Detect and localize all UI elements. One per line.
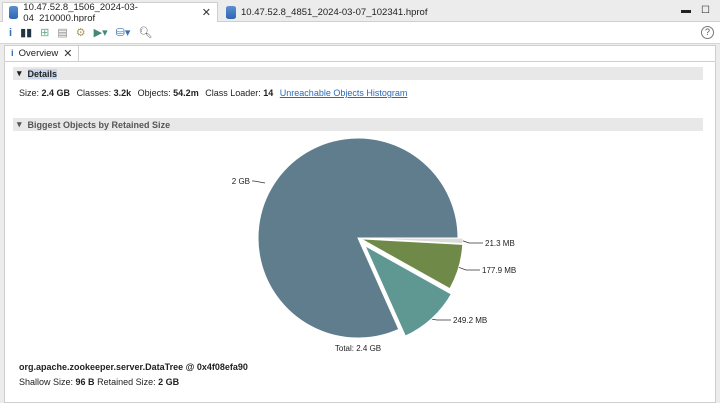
tab-label: 10.47.52.8_1506_2024-03-04_210000.hprof — [23, 1, 138, 24]
loader-label: Class Loader: — [205, 88, 261, 98]
leader-line — [252, 180, 266, 184]
dominator-tree-icon[interactable]: ⊞ — [40, 27, 50, 39]
run-report-icon[interactable]: ▶▾ — [93, 27, 108, 39]
unreachable-objects-link[interactable]: Unreachable Objects Histogram — [279, 88, 408, 98]
objects-value: 54.2m — [173, 88, 199, 98]
leader-line — [462, 240, 483, 244]
shallow-value: 96 B — [75, 377, 95, 387]
pie-total-label: Total: 2.4 GB — [335, 344, 381, 353]
pie-slice[interactable] — [360, 238, 464, 290]
tab-heap-dump-1[interactable]: 10.47.52.8_1506_2024-03-04_210000.hprof ✕ — [2, 1, 218, 24]
loader-value: 14 — [263, 88, 274, 98]
database-icon — [226, 5, 236, 19]
leader-line — [458, 266, 480, 271]
tab-label: 10.47.52.8_4851_2024-03-07_102341.hprof — [241, 6, 428, 18]
classes-label: Classes: — [76, 88, 112, 98]
slice-label: 2 GB — [232, 177, 250, 186]
query-browser-icon[interactable]: ⛁▾ — [115, 27, 131, 39]
toolbar: i ▮▮ ⊞ ▤ ⚙ ▶▾ ⛁▾ 🔍︎ — [0, 22, 720, 44]
slice-label: 249.2 MB — [453, 316, 487, 325]
size-value: 2.4 GB — [41, 88, 71, 98]
shallow-label: Shallow Size: — [19, 377, 74, 387]
details-section-header[interactable]: ▾ Details — [13, 67, 703, 80]
info-icon[interactable]: i — [9, 26, 13, 39]
objects-label: Objects: — [137, 88, 171, 98]
thread-overview-icon[interactable]: ⚙ — [75, 27, 86, 39]
oql-icon[interactable]: ▤ — [57, 27, 68, 39]
biggest-objects-section-header[interactable]: ▾ Biggest Objects by Retained Size — [13, 118, 703, 131]
classes-value: 3.2k — [113, 88, 132, 98]
tab-overview[interactable]: i Overview ✕ — [5, 46, 80, 61]
pie-slice[interactable] — [257, 137, 459, 339]
tab-label: Overview — [18, 48, 59, 59]
section-title: Biggest Objects by Retained Size — [27, 119, 171, 130]
database-icon — [9, 6, 19, 19]
size-label: Size: — [19, 88, 40, 98]
selected-object-name: org.apache.zookeeper.server.DataTree @ 0… — [19, 362, 248, 372]
pie-slice[interactable] — [360, 237, 464, 245]
slice-label: 21.3 MB — [485, 239, 515, 248]
retained-value: 2 GB — [158, 377, 180, 387]
collapse-icon[interactable]: ▾ — [17, 119, 22, 129]
help-icon[interactable]: ? — [701, 26, 714, 39]
minimize-icon[interactable]: ▬ — [681, 5, 692, 16]
histogram-icon[interactable]: ▮▮ — [20, 27, 33, 39]
maximize-icon[interactable]: ☐ — [701, 5, 710, 16]
collapse-icon[interactable]: ▾ — [17, 68, 22, 78]
slice-label: 177.9 MB — [482, 266, 516, 275]
search-icon[interactable]: 🔍︎ — [138, 27, 153, 39]
close-icon[interactable]: ✕ — [63, 48, 73, 60]
retained-label: Retained Size: — [97, 377, 156, 387]
editor-tab-bar: 10.47.52.8_1506_2024-03-04_210000.hprof ✕… — [0, 0, 720, 24]
selected-object-sizes: Shallow Size: 96 B Retained Size: 2 GB — [19, 377, 179, 387]
section-title: Details — [27, 68, 58, 79]
leader-line — [432, 318, 451, 321]
info-icon: i — [11, 48, 14, 59]
details-row: Size: 2.4 GB Classes: 3.2k Objects: 54.2… — [19, 88, 407, 98]
tab-heap-dump-2[interactable]: 10.47.52.8_4851_2024-03-07_102341.hprof — [220, 2, 520, 22]
close-icon[interactable]: ✕ — [201, 7, 211, 19]
